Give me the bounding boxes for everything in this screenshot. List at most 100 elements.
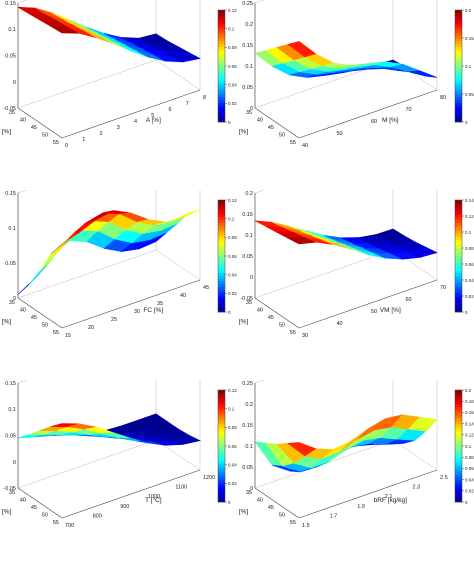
colorbar-segment (218, 443, 225, 447)
colorbar-segment (218, 40, 225, 44)
colorbar-tick-label: 0.12 (228, 8, 237, 13)
colorbar-segment (218, 102, 225, 106)
colorbar-segment (455, 74, 462, 78)
colorbar-segment (218, 499, 225, 503)
colorbar-tick-label: 0.02 (228, 101, 237, 106)
y-axis-label: C [%] (0, 509, 11, 516)
colorbar-segment (218, 108, 225, 112)
colorbar-segment (218, 57, 225, 61)
colorbar-segment (455, 54, 462, 58)
colorbar-segment (455, 32, 462, 36)
colorbar-segment (455, 239, 462, 243)
x-axis-label: T [°C] (145, 496, 162, 504)
colorbar-segment (218, 412, 225, 416)
colorbar-segment (455, 490, 462, 494)
colorbar-segment (455, 242, 462, 246)
colorbar-segment (455, 390, 462, 394)
colorbar-tick-label: 0.02 (465, 294, 474, 299)
x-tick-label: 5 (151, 113, 154, 119)
colorbar-segment (218, 60, 225, 64)
y-tick-label: 40 (20, 308, 26, 314)
x-tick-label: 3 (117, 125, 120, 131)
colorbar-segment (455, 258, 462, 262)
z-tick-label: 0.25 (242, 1, 253, 7)
colorbar-segment (455, 105, 462, 109)
colorbar-segment (455, 71, 462, 75)
colorbar-segment (218, 267, 225, 271)
y-axis-label: C [%] (237, 129, 248, 136)
colorbar-segment (455, 275, 462, 279)
colorbar-segment (218, 281, 225, 285)
colorbar-tick-label: 0.1 (465, 230, 472, 235)
x-tick-label: 30 (134, 309, 140, 315)
z-tick-label: 0.15 (242, 423, 253, 429)
colorbar-segment (218, 460, 225, 464)
x-tick-label: 1100 (175, 485, 187, 491)
colorbar-segment (218, 284, 225, 288)
y-tick-label: 45 (268, 315, 274, 321)
colorbar-segment (455, 202, 462, 206)
colorbar-segment (455, 278, 462, 282)
surface-panel-fc: 15 20 25 30 35 40 45 35 40 45 50 55 0 0.05 0.1 0.15 FC [… (0, 190, 237, 380)
colorbar-segment (218, 202, 225, 206)
y-tick-label: 45 (31, 125, 37, 131)
surface (17, 209, 201, 295)
colorbar-segment (455, 24, 462, 28)
colorbar-segment (218, 253, 225, 257)
colorbar-segment (455, 409, 462, 413)
colorbar-segment (455, 52, 462, 56)
colorbar-segment (218, 88, 225, 92)
x-tick-label: 25 (111, 317, 117, 323)
colorbar-segment (218, 309, 225, 313)
colorbar-segment (455, 253, 462, 257)
x-tick-label: 60 (371, 119, 377, 125)
surface-plot-m: 40 50 60 70 80 35 40 45 50 55 0 0.05 0.1 0.15 0.2 0.25 M… (237, 0, 474, 149)
colorbar-segment (455, 35, 462, 39)
colorbar-segment (218, 32, 225, 36)
colorbar-segment (455, 230, 462, 234)
back-floor-edge (17, 59, 201, 109)
y-tick-label: 40 (257, 498, 263, 504)
colorbar-segment (218, 448, 225, 452)
surface (254, 414, 438, 473)
colorbar-segment (455, 462, 462, 466)
z-tick-label: 0.05 (242, 85, 253, 91)
colorbar-segment (455, 468, 462, 472)
colorbar-segment (218, 429, 225, 433)
colorbar-segment (455, 80, 462, 84)
colorbar-tick-label: 0.05 (465, 92, 474, 97)
colorbar-segment (218, 476, 225, 480)
colorbar-tick-label: 0.1 (228, 27, 235, 32)
colorbar-segment (455, 15, 462, 19)
colorbar-segment (455, 200, 462, 204)
colorbar-segment (218, 454, 225, 458)
back-top-edge (17, 190, 28, 194)
colorbar-segment (455, 493, 462, 497)
colorbar-segment (218, 105, 225, 109)
y-tick-label: 50 (279, 323, 285, 329)
colorbar-segment (218, 43, 225, 47)
y-tick-label: 50 (42, 323, 48, 329)
y-tick-label: 35 (246, 490, 252, 496)
y-axis-label: C [%] (0, 319, 11, 326)
colorbar-segment (455, 66, 462, 70)
z-tick-label: 0 (250, 486, 253, 492)
colorbar-segment (455, 43, 462, 47)
back-top-edge (17, 0, 28, 4)
surface-patch (408, 416, 438, 432)
colorbar-segment (455, 303, 462, 307)
x-tick-label: 1.5 (302, 523, 310, 529)
y-axis-line (254, 487, 300, 519)
x-tick-label: 2.5 (440, 475, 448, 481)
colorbar-tick-label: 0 (465, 120, 468, 125)
colorbar-segment (218, 426, 225, 430)
colorbar-segment (455, 236, 462, 240)
x-tick-label: 50 (371, 309, 377, 315)
colorbar-segment (455, 102, 462, 106)
colorbar-segment (455, 289, 462, 293)
surface-panel-brf: 1.5 1.7 1.9 2.1 2.3 2.5 35 40 45 50 55 0 0.05 0.1 0.15… (237, 380, 474, 570)
colorbar-segment (218, 222, 225, 226)
colorbar-segment (218, 258, 225, 262)
colorbar-segment (218, 437, 225, 441)
colorbar-segment (455, 228, 462, 232)
